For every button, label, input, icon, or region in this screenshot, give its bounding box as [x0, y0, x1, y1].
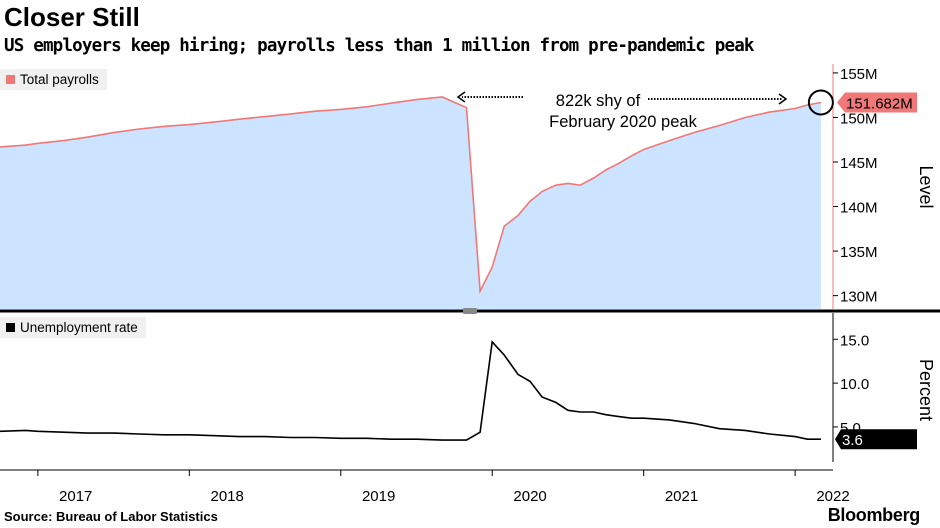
latest-point-circle [807, 89, 834, 116]
unemployment-y-tick-label: 10.0 [840, 376, 869, 393]
x-tick-label: 2017 [59, 488, 92, 505]
payrolls-area [0, 97, 821, 309]
chart-subtitle: US employers keep hiring; payrolls less … [4, 36, 754, 56]
unemployment-y-tick-label: 15.0 [840, 332, 869, 349]
x-tick-label: 2020 [513, 488, 546, 505]
payrolls-y-tick-label: 155M [840, 66, 878, 83]
x-tick-label: 2019 [362, 488, 395, 505]
unemployment-last-value-box [835, 429, 917, 450]
payrolls-y-axis-title: Level [916, 165, 936, 208]
source-note: Source: Bureau of Labor Statistics [4, 509, 218, 524]
payrolls-last-value-label: 151.682M [846, 95, 913, 112]
annotation-line-2: February 2020 peak [549, 113, 697, 131]
payrolls-last-value-box [837, 92, 917, 113]
unemployment-y-axis-title: Percent [916, 359, 936, 421]
unemployment-legend: Unemployment rate [0, 317, 146, 338]
payrolls-line [0, 96, 822, 295]
panel-divider-handle [463, 308, 477, 314]
x-tick-label: 2022 [816, 488, 849, 505]
unemployment-line [0, 340, 821, 441]
payrolls-y-tick-label: 150M [840, 110, 878, 127]
unemployment-last-value-label: 3.6 [842, 432, 863, 449]
payrolls-legend: Total payrolls [0, 69, 107, 90]
unemployment-legend-label: Unemployment rate [20, 320, 138, 335]
annotation-arrowhead-right [778, 93, 788, 105]
annotation-line-1: 822k shy of [556, 92, 641, 110]
payrolls-legend-swatch [6, 75, 15, 84]
brand-logo: Bloomberg [827, 505, 921, 525]
payrolls-y-tick-label: 140M [840, 200, 878, 217]
chart-title: Closer Still [4, 2, 140, 32]
annotation-arrowhead-left [456, 91, 466, 103]
x-tick-label: 2021 [665, 488, 698, 505]
payrolls-y-tick-label: 135M [840, 244, 878, 261]
payrolls-legend-label: Total payrolls [20, 72, 99, 87]
x-tick-label: 2018 [210, 488, 243, 505]
payrolls-y-tick-label: 145M [840, 155, 878, 172]
payrolls-y-tick-label: 130M [840, 289, 878, 306]
unemployment-legend-swatch [6, 323, 15, 332]
